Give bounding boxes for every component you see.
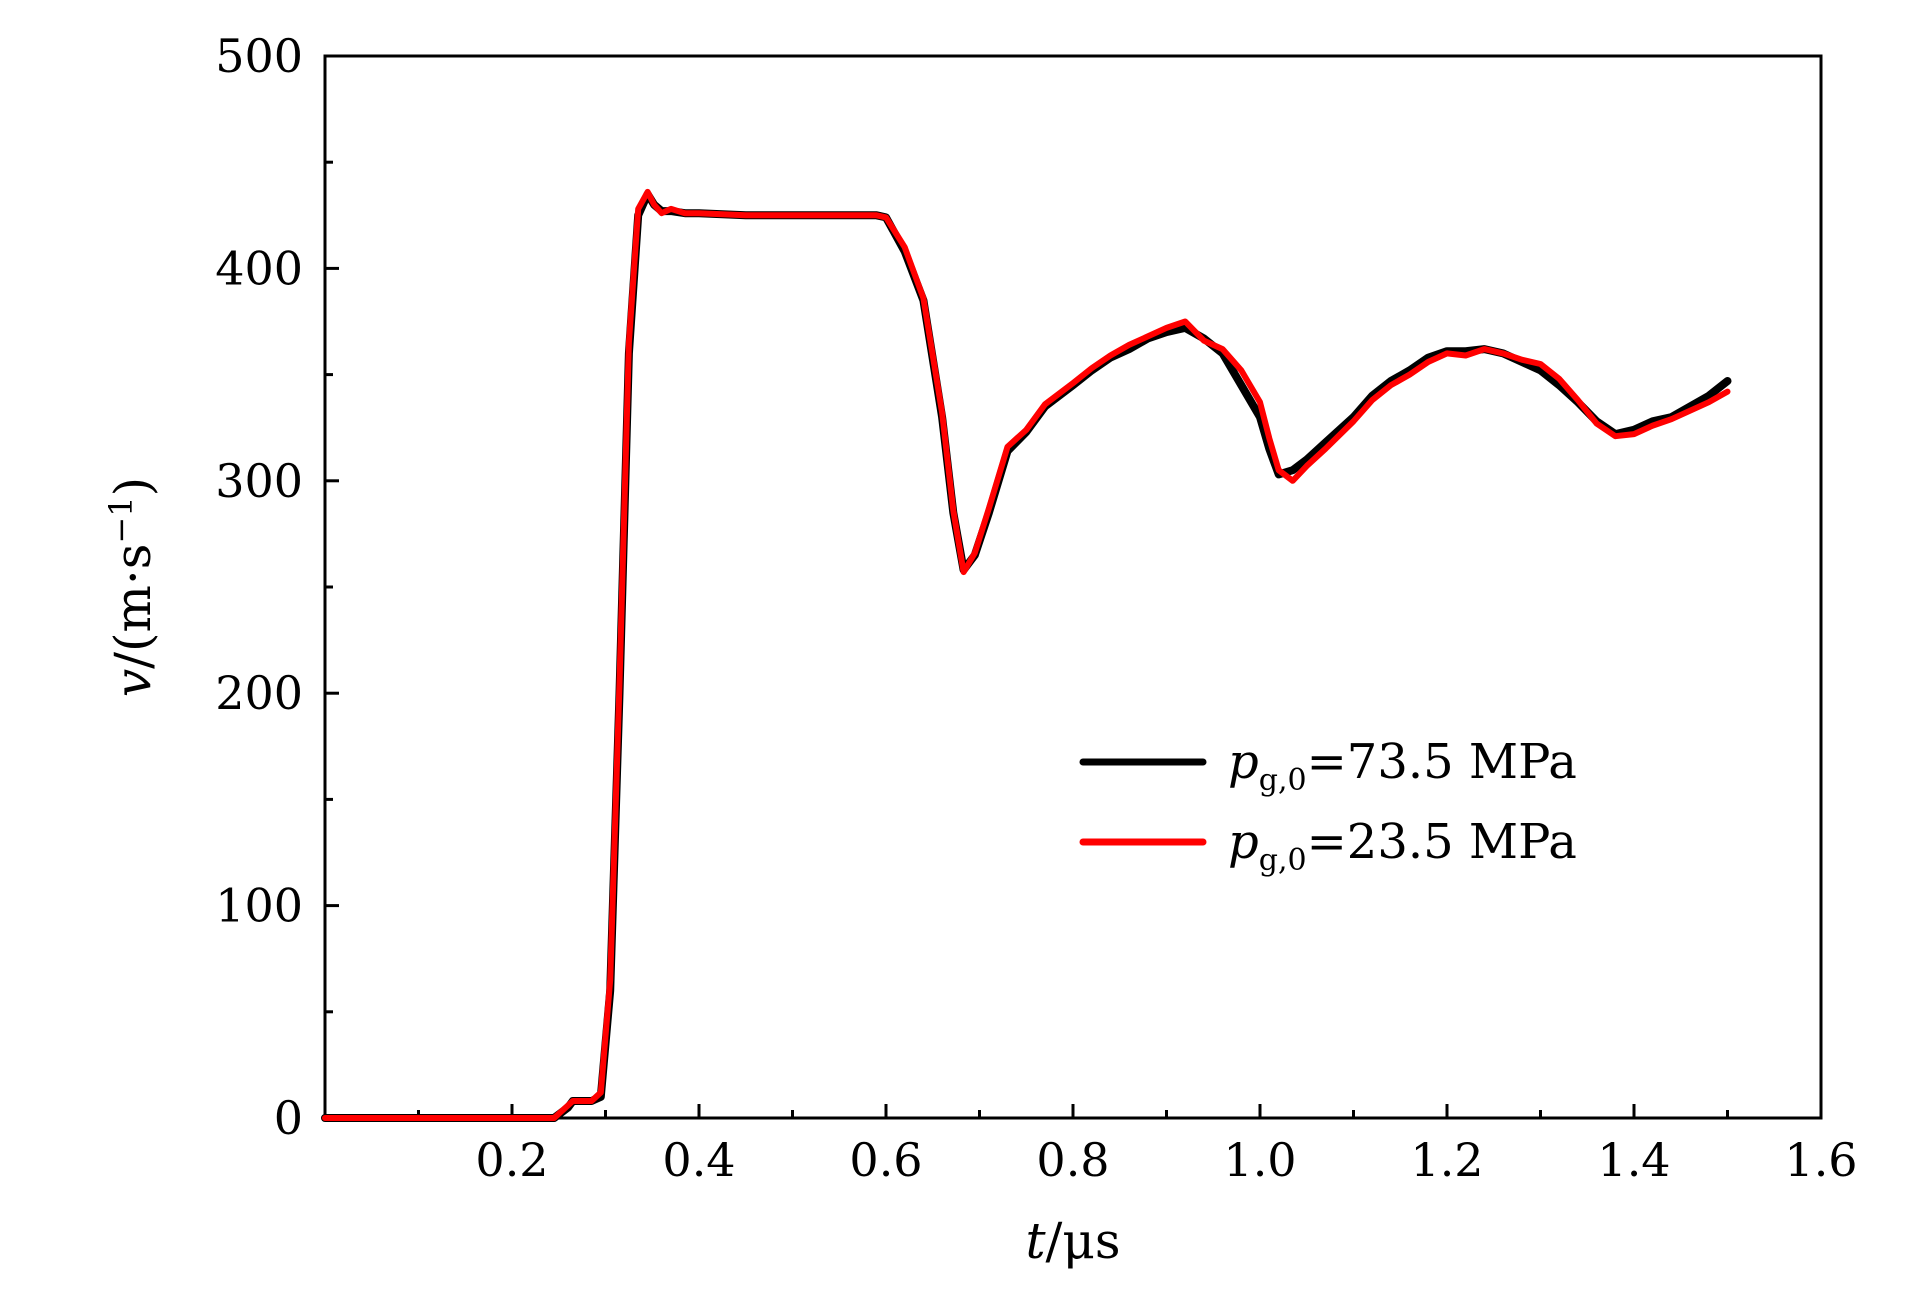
x-tick-label: 1.2 (1410, 1133, 1483, 1187)
x-tick-label: 1.6 (1784, 1133, 1857, 1187)
y-axis-unit: /(m·s (104, 544, 162, 669)
x-tick-label: 1.4 (1597, 1133, 1670, 1187)
x-axis-unit: /μs (1046, 1212, 1121, 1270)
legend-value-series-2: =23.5 MPa (1307, 814, 1577, 870)
y-tick-label: 500 (215, 29, 303, 83)
series-line-2 (322, 188, 1731, 1121)
axis-tick-labels: 0.2 0.4 0.6 0.8 1.0 1.2 1.4 1.6 0 100 200 300 400 500 (215, 29, 1857, 1187)
legend-sub-series-1: g,0 (1259, 763, 1307, 798)
y-axis-var: v (104, 669, 162, 697)
y-tick-label: 0 (274, 1091, 303, 1145)
y-tick-label: 100 (215, 879, 303, 933)
x-tick-label: 0.2 (475, 1133, 548, 1187)
x-tick-label: 1.0 (1223, 1133, 1296, 1187)
y-axis-unit-exponent: −1 (102, 496, 140, 543)
legend-var-series-2: p (1228, 814, 1259, 870)
x-axis-title: t/μs (1025, 1212, 1120, 1270)
axis-ticks (325, 54, 1823, 1120)
legend-label-series-2: pg,0=23.5 MPa (1228, 814, 1577, 878)
legend-label-series-1: pg,0=73.5 MPa (1228, 734, 1577, 798)
legend-value-series-1: =73.5 MPa (1307, 734, 1577, 790)
legend-sub-series-2: g,0 (1259, 843, 1307, 878)
x-tick-label: 0.6 (849, 1133, 922, 1187)
legend-var-series-1: p (1228, 734, 1259, 790)
y-tick-label: 300 (215, 454, 303, 508)
y-tick-label: 400 (215, 241, 303, 295)
plot-frame (323, 54, 1823, 1120)
series-layer (321, 188, 1732, 1122)
legend: pg,0=73.5 MPa pg,0=23.5 MPa (1079, 734, 1577, 878)
x-tick-label: 0.4 (662, 1133, 735, 1187)
y-tick-label: 200 (215, 666, 303, 720)
series-line-1 (321, 190, 1732, 1122)
y-axis-unit-close: ) (104, 477, 162, 497)
x-tick-label: 0.8 (1036, 1133, 1109, 1187)
y-axis-title: v/(m·s−1) (102, 477, 162, 697)
x-axis-var: t (1025, 1212, 1046, 1270)
